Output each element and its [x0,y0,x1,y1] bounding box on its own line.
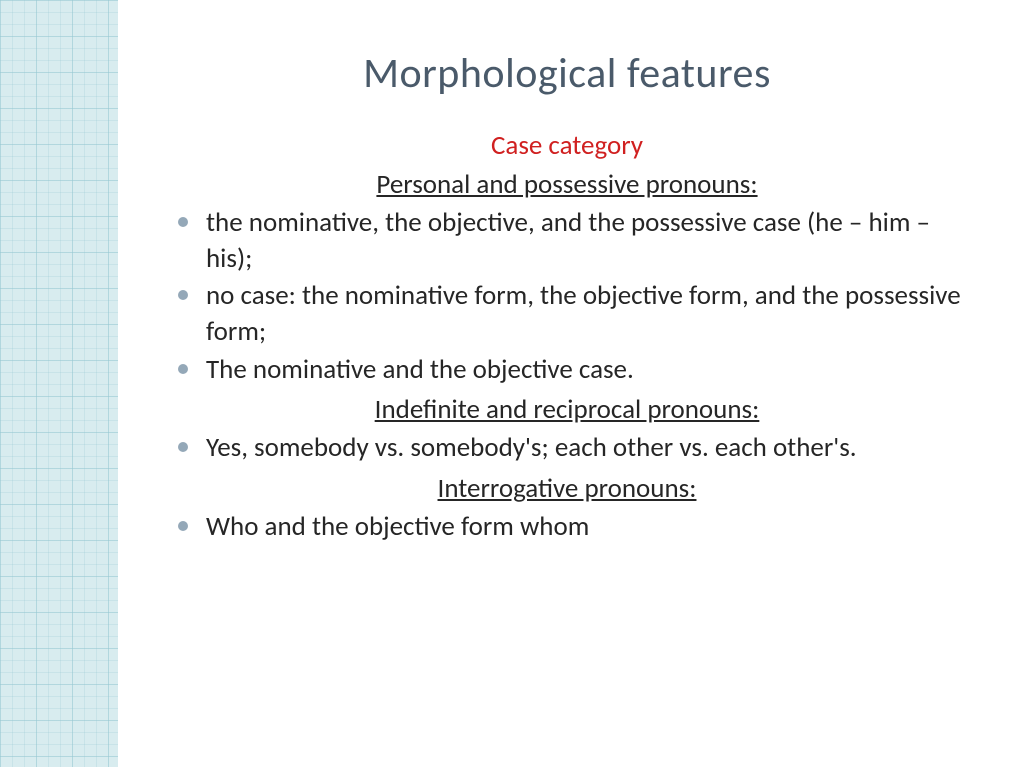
list-item: The nominative and the objective case. [178,352,964,388]
list-interrogative: Who and the objective form whom [170,509,964,545]
list-item: Yes, somebody vs. somebody's; each other… [178,430,964,466]
slide-title: Morphological features [170,48,964,99]
heading-personal-possessive: Personal and possessive pronouns: [170,168,964,201]
decorative-sidebar [0,0,118,767]
subtitle-case-category: Case category [170,129,964,162]
list-item: the nominative, the objective, and the p… [178,205,964,276]
list-item: no case: the nominative form, the object… [178,278,964,349]
heading-indefinite-reciprocal: Indefinite and reciprocal pronouns: [170,393,964,426]
list-item: Who and the objective form whom [178,509,964,545]
slide-content: Morphological features Case category Per… [118,0,1024,767]
heading-interrogative: Interrogative pronouns: [170,472,964,505]
list-indefinite-reciprocal: Yes, somebody vs. somebody's; each other… [170,430,964,466]
list-personal-possessive: the nominative, the objective, and the p… [170,205,964,387]
